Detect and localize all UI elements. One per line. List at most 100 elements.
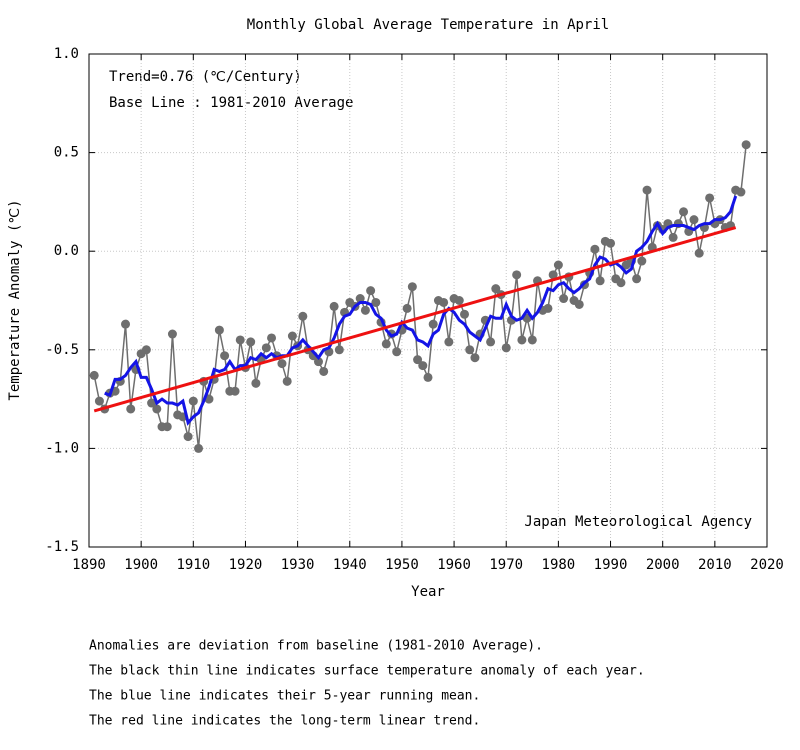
x-tick-label: 1960 bbox=[437, 557, 471, 573]
data-point bbox=[402, 303, 412, 313]
data-point bbox=[188, 396, 198, 406]
data-point bbox=[439, 297, 449, 307]
data-point bbox=[360, 305, 370, 315]
x-tick-label: 1950 bbox=[385, 557, 419, 573]
data-point bbox=[486, 337, 496, 347]
data-point bbox=[595, 276, 605, 286]
data-point bbox=[392, 347, 402, 357]
data-point bbox=[632, 274, 642, 284]
data-point bbox=[287, 331, 297, 341]
data-point bbox=[460, 309, 470, 319]
data-point bbox=[152, 404, 162, 414]
data-point bbox=[668, 232, 678, 242]
y-tick-label: 0.5 bbox=[54, 145, 79, 161]
series-line bbox=[104, 195, 738, 426]
data-point bbox=[428, 319, 438, 329]
data-point bbox=[418, 361, 428, 371]
data-point bbox=[230, 386, 240, 396]
data-point bbox=[277, 359, 287, 369]
plot-frame bbox=[88, 53, 768, 548]
note: The red line indicates the long-term lin… bbox=[89, 714, 480, 729]
data-point bbox=[313, 357, 323, 367]
data-point bbox=[162, 422, 172, 432]
data-point bbox=[251, 378, 261, 388]
note: The black thin line indicates surface te… bbox=[89, 664, 645, 679]
data-point bbox=[319, 366, 329, 376]
data-point bbox=[444, 337, 454, 347]
data-point bbox=[548, 270, 558, 280]
data-point bbox=[543, 303, 553, 313]
x-tick-label: 1910 bbox=[176, 557, 210, 573]
data-point bbox=[637, 256, 647, 266]
data-point bbox=[220, 351, 230, 361]
data-point bbox=[491, 284, 501, 294]
data-point bbox=[705, 193, 715, 203]
x-tick-label: 1900 bbox=[124, 557, 158, 573]
data-point bbox=[642, 185, 652, 195]
data-point bbox=[246, 337, 256, 347]
data-point bbox=[381, 339, 391, 349]
data-point bbox=[553, 260, 563, 270]
data-point bbox=[282, 376, 292, 386]
data-point bbox=[606, 238, 616, 248]
data-point bbox=[89, 370, 99, 380]
data-point bbox=[679, 207, 689, 217]
data-point bbox=[517, 335, 527, 345]
x-tick-label: 2010 bbox=[698, 557, 732, 573]
data-point bbox=[413, 355, 423, 365]
trend-line bbox=[93, 226, 737, 413]
data-point bbox=[423, 372, 433, 382]
data-point bbox=[261, 343, 271, 353]
data-point bbox=[183, 432, 193, 442]
data-point bbox=[512, 270, 522, 280]
y-tick-label: 0.0 bbox=[54, 243, 79, 259]
data-point bbox=[590, 244, 600, 254]
data-point bbox=[329, 301, 339, 311]
data-point bbox=[141, 345, 151, 355]
data-point bbox=[470, 353, 480, 363]
data-point bbox=[94, 396, 104, 406]
data-point bbox=[121, 319, 131, 329]
note: Anomalies are deviation from baseline (1… bbox=[89, 639, 543, 654]
y-tick-label: -1.0 bbox=[45, 440, 79, 456]
x-tick-label: 1890 bbox=[72, 557, 106, 573]
data-point bbox=[214, 325, 224, 335]
data-point bbox=[559, 294, 569, 304]
data-point bbox=[371, 297, 381, 307]
data-point bbox=[194, 443, 204, 453]
x-tick-label: 1980 bbox=[542, 557, 576, 573]
y-axis-label: Temperature Anomaly (℃) bbox=[7, 199, 23, 400]
x-tick-label: 2020 bbox=[750, 557, 784, 573]
trend-annotation: Trend=0.76 (℃/Century) bbox=[109, 69, 302, 85]
data-point bbox=[126, 404, 136, 414]
data-point bbox=[407, 282, 417, 292]
data-point bbox=[355, 294, 365, 304]
baseline-annotation: Base Line : 1981-2010 Average bbox=[109, 95, 353, 111]
x-tick-label: 1920 bbox=[229, 557, 263, 573]
y-tick-label: 1.0 bbox=[54, 46, 79, 62]
x-tick-label: 2000 bbox=[646, 557, 680, 573]
data-point bbox=[736, 187, 746, 197]
source: Japan Meteorological Agency bbox=[524, 514, 752, 530]
data-point bbox=[298, 311, 308, 321]
y-tick-label: -1.5 bbox=[45, 539, 79, 555]
data-point bbox=[167, 329, 177, 339]
chart-title: Monthly Global Average Temperature in Ap… bbox=[247, 17, 609, 33]
data-point bbox=[147, 398, 157, 408]
x-axis-label: Year bbox=[411, 584, 445, 600]
data-point bbox=[574, 299, 584, 309]
x-tick-label: 1990 bbox=[594, 557, 628, 573]
data-point bbox=[235, 335, 245, 345]
data-point bbox=[501, 343, 511, 353]
x-tick-label: 1930 bbox=[281, 557, 315, 573]
data-point bbox=[689, 215, 699, 225]
data-point bbox=[616, 278, 626, 288]
data-point bbox=[454, 296, 464, 305]
data-point bbox=[694, 248, 704, 258]
data-point bbox=[267, 333, 277, 343]
data-point bbox=[741, 140, 751, 150]
data-point bbox=[465, 345, 475, 355]
x-tick-label: 1970 bbox=[489, 557, 523, 573]
x-tick-label: 1940 bbox=[333, 557, 367, 573]
